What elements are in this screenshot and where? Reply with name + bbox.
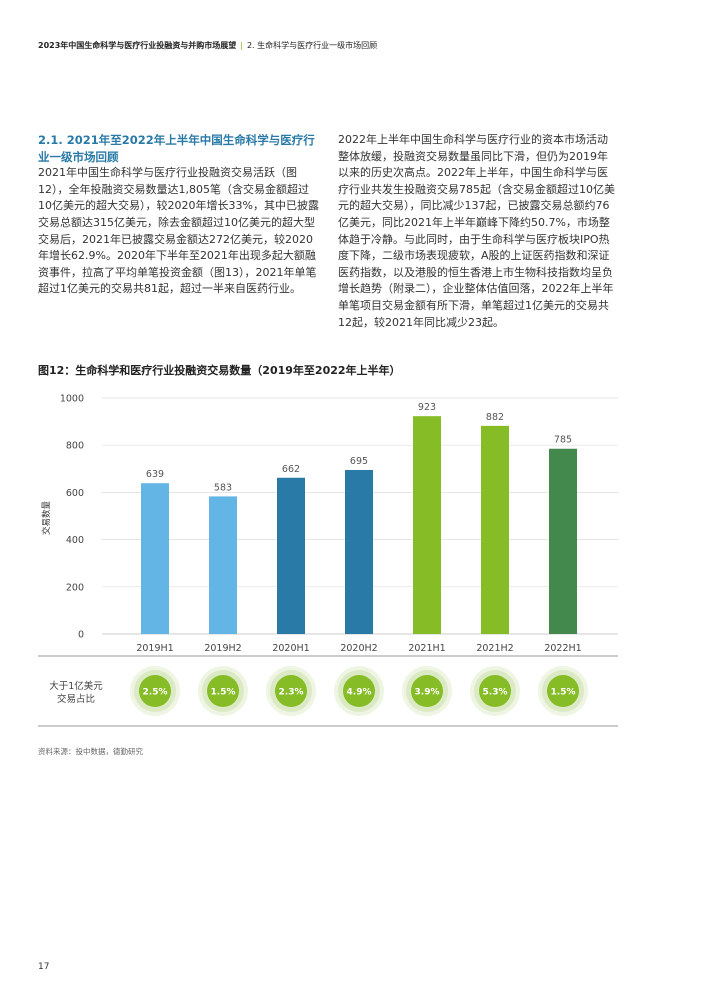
- badge-circle: [411, 675, 443, 707]
- y-axis-label: 交易数量: [41, 501, 52, 536]
- bar-value-label: 639: [146, 469, 164, 480]
- badge-share-label: 4.9%: [347, 687, 372, 697]
- left-column: 2.1. 2021年至2022年上半年中国生命科学与医疗行业一级市场回顾 202…: [38, 132, 320, 298]
- badge-share-label: 3.9%: [415, 687, 440, 697]
- page-number: 17: [38, 962, 50, 972]
- page-header: 2023年中国生命科学与医疗行业投融资与并购市场展望 | 2. 生命科学与医疗行业一…: [38, 40, 377, 51]
- badge-row-label-line1: 大于1亿美元: [49, 680, 103, 692]
- category-label: 2021H1: [408, 643, 445, 654]
- bar: [277, 477, 305, 634]
- category-label: 2020H2: [340, 643, 377, 654]
- category-label: 2020H1: [272, 643, 309, 654]
- bar: [209, 496, 237, 634]
- bar-value-label: 662: [282, 464, 300, 475]
- share-badges: 2.5% 1.5% 2.3% 4.9% 3.9% 5.3% 1.5%: [130, 666, 588, 716]
- bar-value-label: 785: [554, 435, 572, 446]
- bar: [345, 469, 373, 634]
- badge-row-label-line2: 交易占比: [57, 693, 95, 705]
- badge-share-label: 1.5%: [211, 687, 236, 697]
- bar: [141, 483, 169, 634]
- badge-circle: [343, 675, 375, 707]
- badge-circle: [275, 675, 307, 707]
- bar: [413, 416, 441, 634]
- y-tick-label: 1000: [60, 394, 84, 405]
- badge-circle: [547, 675, 579, 707]
- right-column: 2022年上半年中国生命科学与医疗行业的资本市场活动整体放缓，投融资交易数量虽同…: [338, 132, 618, 331]
- bar-chart: 0 200 400 600 800 1000 交易数量 639 583 662 695 923 88…: [38, 394, 618, 727]
- chart-bars: [141, 416, 577, 634]
- category-label: 2019H1: [136, 643, 173, 654]
- chapter-subtitle: 2. 生命科学与医疗行业一级市场回顾: [246, 41, 378, 50]
- bar: [549, 448, 577, 634]
- y-tick-label: 400: [66, 535, 84, 546]
- left-body-text: 2021年中国生命科学与医疗行业投融资交易活跃（图12），全年投融资交易数量达1…: [38, 166, 319, 296]
- badge-circle: [479, 675, 511, 707]
- bar-value-label: 583: [214, 482, 232, 493]
- badge-circle: [139, 675, 171, 707]
- badge-circle: [207, 675, 239, 707]
- y-tick-label: 600: [66, 488, 84, 499]
- right-body-text: 2022年上半年中国生命科学与医疗行业的资本市场活动整体放缓，投融资交易数量虽同…: [338, 133, 615, 329]
- y-tick-label: 200: [66, 582, 84, 593]
- figure-title: 图12：生命科学和医疗行业投融资交易数量（2019年至2022年上半年）: [38, 364, 401, 377]
- bar-value-label: 882: [486, 412, 504, 423]
- header-separator: |: [240, 41, 243, 50]
- y-tick-label: 800: [66, 441, 84, 452]
- badge-share-label: 2.3%: [279, 687, 304, 697]
- category-label: 2022H1: [544, 643, 581, 654]
- y-tick-label: 0: [78, 630, 84, 641]
- value-labels: 639 583 662 695 923 882 785: [146, 402, 572, 493]
- category-label: 2019H2: [204, 643, 241, 654]
- category-label: 2021H2: [476, 643, 513, 654]
- report-title: 2023年中国生命科学与医疗行业投融资与并购市场展望: [38, 41, 237, 50]
- section-title: 2.1. 2021年至2022年上半年中国生命科学与医疗行业一级市场回顾: [38, 133, 315, 164]
- y-axis-ticks: 0 200 400 600 800 1000: [60, 394, 84, 641]
- bar: [481, 425, 509, 634]
- bar-value-label: 695: [350, 456, 368, 467]
- badge-share-label: 5.3%: [483, 687, 508, 697]
- bar-value-label: 923: [418, 402, 436, 413]
- figure-source: 资料来源：投中数据，德勤研究: [38, 747, 143, 756]
- badge-share-label: 2.5%: [143, 687, 168, 697]
- category-labels: 2019H1 2019H2 2020H1 2020H2 2021H1 2021H2 2022…: [136, 643, 581, 654]
- badge-share-label: 1.5%: [551, 687, 576, 697]
